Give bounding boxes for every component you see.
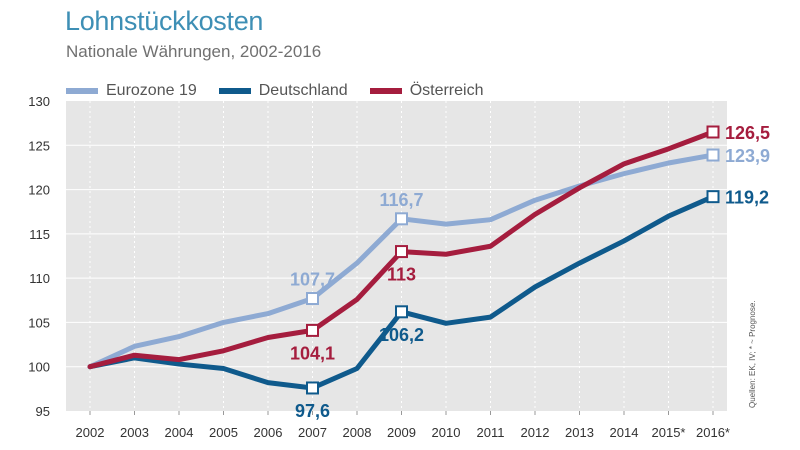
legend: Eurozone 19 Deutschland Österreich bbox=[66, 80, 505, 102]
legend-item-eurozone: Eurozone 19 bbox=[66, 82, 197, 100]
chart-title: Lohnstückkosten bbox=[65, 6, 264, 36]
data-label-2-14: 126,5 bbox=[725, 123, 770, 143]
y-tick-label-120: 120 bbox=[28, 183, 50, 198]
x-tick-label-14: 2016* bbox=[696, 425, 730, 440]
x-tick-label-5: 2007 bbox=[298, 425, 327, 440]
y-tick-label-115: 115 bbox=[29, 227, 50, 242]
data-label-1-14: 119,2 bbox=[725, 188, 769, 208]
x-tick-label-6: 2008 bbox=[343, 425, 372, 440]
marker-0-5 bbox=[306, 292, 319, 306]
x-tick-label-9: 2011 bbox=[477, 425, 505, 440]
x-tick-label-10: 2012 bbox=[521, 425, 550, 440]
data-label-2-7: 113 bbox=[387, 265, 416, 285]
x-tick-label-12: 2014 bbox=[610, 425, 639, 440]
x-tick-label-3: 2005 bbox=[209, 425, 238, 440]
marker-0-7 bbox=[395, 212, 408, 226]
legend-item-oesterreich: Österreich bbox=[369, 82, 484, 100]
data-label-1-7: 106,2 bbox=[379, 325, 424, 345]
chart-subtitle: Nationale Währungen, 2002-2016 bbox=[66, 42, 322, 61]
marker-1-7 bbox=[395, 305, 408, 319]
x-tick-label-13: 2015* bbox=[652, 425, 686, 440]
legend-label-deutschland: Deutschland bbox=[258, 82, 348, 99]
data-label-1-5: 97,6 bbox=[295, 401, 330, 421]
x-tick-label-2: 2004 bbox=[165, 425, 194, 440]
marker-2-5 bbox=[306, 323, 319, 337]
y-tick-label-95: 95 bbox=[36, 404, 50, 419]
x-tick-label-7: 2009 bbox=[387, 425, 416, 440]
data-label-0-5: 107,7 bbox=[290, 270, 335, 290]
data-label-2-5: 104,1 bbox=[290, 343, 335, 363]
legend-label-eurozone: Eurozone 19 bbox=[106, 82, 197, 99]
legend-item-deutschland: Deutschland bbox=[218, 82, 348, 100]
data-label-0-7: 116,7 bbox=[379, 190, 423, 210]
legend-label-oesterreich: Österreich bbox=[409, 82, 484, 99]
marker-2-14 bbox=[706, 125, 720, 139]
legend-swatch-eurozone bbox=[66, 88, 98, 94]
x-tick-label-1: 2003 bbox=[120, 425, 149, 440]
y-tick-label-110: 110 bbox=[29, 271, 50, 286]
y-tick-label-100: 100 bbox=[28, 360, 50, 375]
marker-1-5 bbox=[306, 381, 319, 395]
data-label-0-14: 123,9 bbox=[725, 146, 770, 166]
marker-1-14 bbox=[706, 190, 720, 204]
x-tick-label-0: 2002 bbox=[76, 425, 105, 440]
y-tick-label-125: 125 bbox=[28, 138, 50, 153]
marker-0-14 bbox=[706, 148, 720, 162]
source-note: Quellen: EK, IV; * ~ Prognose. bbox=[748, 300, 757, 408]
y-tick-label-130: 130 bbox=[28, 94, 50, 109]
x-tick-label-8: 2010 bbox=[432, 425, 461, 440]
marker-2-7 bbox=[395, 245, 408, 259]
y-tick-label-105: 105 bbox=[28, 315, 50, 330]
legend-swatch-deutschland bbox=[218, 88, 251, 94]
legend-swatch-oesterreich bbox=[369, 88, 402, 94]
x-tick-label-4: 2006 bbox=[254, 425, 283, 440]
x-tick-label-11: 2013 bbox=[565, 425, 594, 440]
